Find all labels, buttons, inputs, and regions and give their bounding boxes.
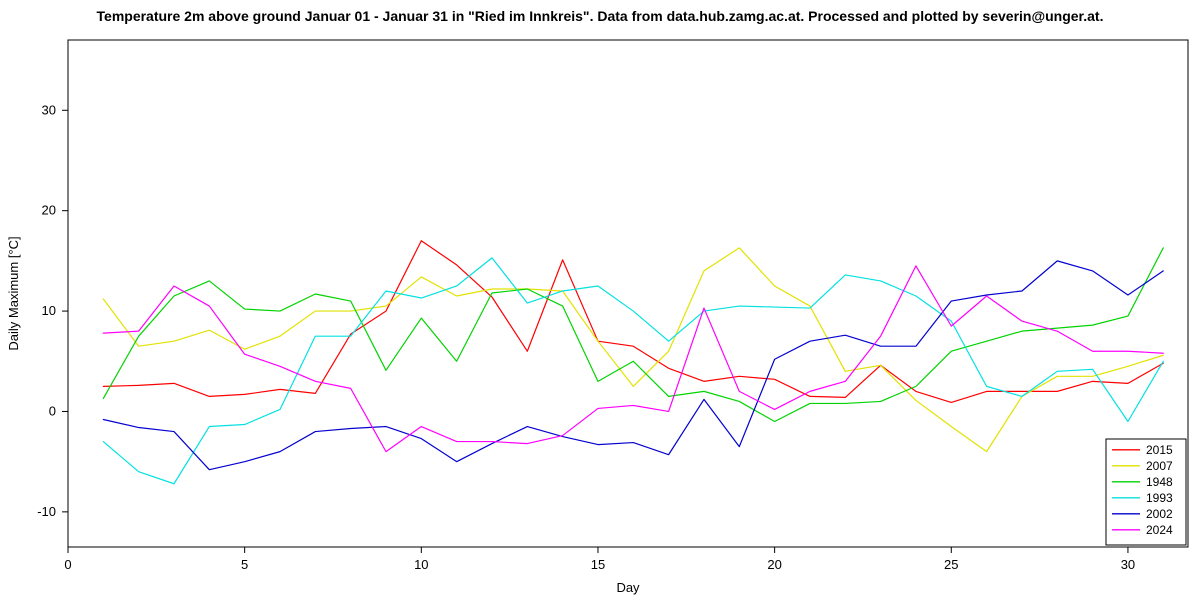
svg-text:2002: 2002 (1146, 507, 1173, 521)
svg-text:20: 20 (767, 557, 781, 572)
svg-text:25: 25 (944, 557, 958, 572)
svg-text:5: 5 (241, 557, 248, 572)
svg-text:0: 0 (64, 557, 71, 572)
svg-text:30: 30 (1121, 557, 1135, 572)
svg-text:2024: 2024 (1146, 523, 1173, 537)
svg-text:Daily Maximum [°C]: Daily Maximum [°C] (6, 236, 21, 350)
svg-text:2007: 2007 (1146, 459, 1173, 473)
svg-text:30: 30 (42, 102, 56, 117)
svg-text:2015: 2015 (1146, 443, 1173, 457)
svg-text:10: 10 (42, 303, 56, 318)
plot-area: 0 5 10 15 20 25 30 -10 0 10 20 30 Day Daily Maximum [… (0, 0, 1200, 600)
svg-text:1948: 1948 (1146, 475, 1173, 489)
svg-text:15: 15 (591, 557, 605, 572)
svg-text:1993: 1993 (1146, 491, 1173, 505)
temperature-chart: Temperature 2m above ground Januar 01 - … (0, 0, 1200, 600)
svg-text:20: 20 (42, 203, 56, 218)
svg-text:-10: -10 (37, 504, 56, 519)
svg-text:0: 0 (49, 403, 56, 418)
chart-title: Temperature 2m above ground Januar 01 - … (0, 8, 1200, 24)
svg-text:Day: Day (616, 580, 640, 595)
svg-text:10: 10 (414, 557, 428, 572)
